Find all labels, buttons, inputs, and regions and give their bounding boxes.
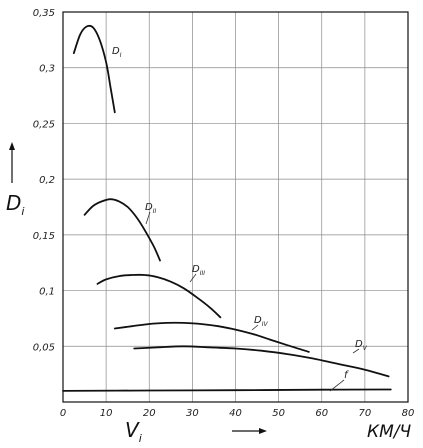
series-label-leader — [251, 324, 259, 331]
y-axis-label-group: Di — [6, 142, 24, 218]
x-tick-label: 10 — [100, 408, 113, 419]
x-axis-label-group: Vi КМ/Ч — [125, 418, 411, 445]
series-label-name: D — [112, 46, 120, 57]
y-axis-arrow-head — [9, 142, 15, 150]
y-axis-label: Di — [6, 191, 24, 218]
series-label-1: DI — [112, 46, 122, 59]
x-tick-label: 70 — [359, 408, 372, 419]
x-tick-label: 80 — [402, 408, 415, 419]
x-axis-arrow-head — [259, 428, 267, 434]
y-axis-label-letter: D — [6, 191, 21, 215]
y-tick-label: 0,2 — [39, 175, 55, 186]
y-tick-label: 0,25 — [33, 119, 55, 130]
series-line-3 — [96, 273, 222, 319]
series-label-4: DIV — [254, 315, 268, 328]
y-tick-label: 0,05 — [33, 342, 55, 353]
series-label-subscript: V — [363, 345, 368, 352]
series-label-name: D — [254, 315, 262, 326]
tick-labels: 0 10 20 30 40 50 60 70 80 0,05 0,1 0,15 0,2 0,25 0,3 0,… — [33, 8, 415, 419]
x-axis-label-letter: V — [125, 418, 140, 442]
grid — [62, 11, 409, 403]
x-axis-label-subscript: i — [139, 432, 142, 445]
x-axis-unit: КМ/Ч — [367, 422, 411, 442]
series-label-name: D — [145, 202, 153, 213]
series-label-leader — [189, 273, 197, 283]
y-tick-label: 0,3 — [39, 64, 55, 75]
series-line-1 — [72, 24, 116, 114]
plot-frame — [62, 11, 409, 403]
series-line-5 — [133, 345, 390, 378]
x-tick-label: 30 — [186, 408, 199, 419]
series-label-subscript: IV — [262, 321, 269, 328]
series-label-3: DIII — [192, 264, 205, 277]
x-tick-label: 40 — [229, 408, 242, 419]
series-label-subscript: I — [120, 52, 122, 59]
y-tick-label: 0,35 — [33, 8, 55, 19]
y-axis-label-subscript: i — [21, 205, 24, 218]
x-tick-label: 20 — [143, 408, 156, 419]
series-label-leader — [145, 211, 151, 225]
series-label-leader — [329, 379, 345, 392]
series-label-subscript: III — [200, 270, 206, 277]
series-label-name: D — [355, 339, 363, 350]
series-label-subscript: II — [153, 208, 157, 215]
x-tick-label: 50 — [272, 408, 285, 419]
x-axis-label: Vi — [125, 418, 142, 445]
y-tick-label: 0,1 — [39, 287, 55, 298]
series-label-leader — [352, 348, 360, 354]
series-line-6 — [62, 388, 392, 392]
series-line-2 — [83, 198, 161, 262]
curves — [62, 24, 392, 392]
series-line-4 — [113, 321, 310, 353]
series-label-6: f — [344, 370, 349, 381]
series-label-name: f — [344, 370, 349, 381]
x-tick-label: 0 — [60, 408, 66, 419]
x-tick-label: 60 — [315, 408, 328, 419]
series-label-name: D — [192, 264, 200, 275]
y-tick-label: 0,15 — [33, 231, 55, 242]
series-label-5: DV — [355, 339, 368, 352]
series-label-2: DII — [145, 202, 156, 215]
